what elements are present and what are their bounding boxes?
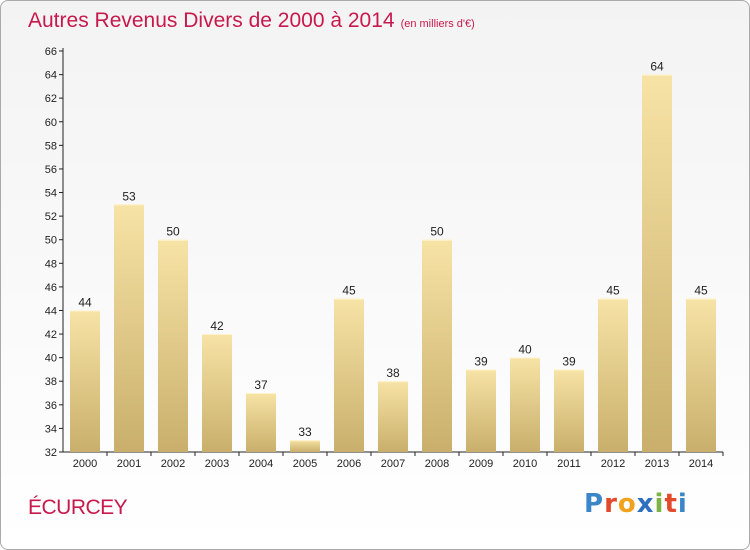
data-label: 33 bbox=[298, 425, 312, 439]
y-tick-label: 44 bbox=[45, 305, 57, 317]
x-tick-label: 2008 bbox=[425, 458, 449, 470]
logo-letter: r bbox=[604, 489, 618, 519]
bar bbox=[466, 369, 496, 452]
x-tick-label: 2003 bbox=[205, 458, 229, 470]
bar bbox=[202, 334, 232, 452]
x-tick-label: 2004 bbox=[249, 458, 273, 470]
y-tick-label: 38 bbox=[45, 376, 57, 388]
y-tick-label: 66 bbox=[45, 46, 57, 58]
bar bbox=[290, 440, 320, 452]
x-tick-label: 2011 bbox=[557, 458, 581, 470]
chart-title: Autres Revenus Divers de 2000 à 2014 (en … bbox=[28, 9, 475, 33]
data-label: 38 bbox=[386, 366, 400, 380]
data-label: 42 bbox=[210, 319, 224, 333]
logo-letter: o bbox=[617, 489, 637, 519]
data-label: 45 bbox=[606, 284, 620, 298]
data-label: 37 bbox=[254, 378, 268, 392]
y-tick-label: 40 bbox=[45, 353, 57, 365]
y-tick-label: 32 bbox=[45, 447, 57, 459]
data-label: 45 bbox=[342, 284, 356, 298]
data-label: 39 bbox=[562, 354, 576, 368]
logo-letter: t bbox=[664, 489, 678, 519]
bar bbox=[686, 298, 716, 452]
x-tick-label: 2001 bbox=[117, 458, 141, 470]
data-label: 44 bbox=[78, 295, 92, 309]
data-label: 39 bbox=[474, 354, 488, 368]
x-tick-label: 2013 bbox=[645, 458, 669, 470]
bar bbox=[114, 204, 144, 452]
bar bbox=[554, 369, 584, 452]
x-tick-label: 2000 bbox=[73, 458, 97, 470]
data-label: 50 bbox=[430, 225, 444, 239]
data-label: 40 bbox=[518, 343, 532, 357]
x-tick-label: 2006 bbox=[337, 458, 361, 470]
data-label: 53 bbox=[122, 189, 136, 203]
y-tick-label: 60 bbox=[45, 117, 57, 129]
y-tick-label: 58 bbox=[45, 140, 57, 152]
x-tick-label: 2010 bbox=[513, 458, 537, 470]
y-tick-label: 52 bbox=[45, 211, 57, 223]
y-tick-label: 46 bbox=[45, 282, 57, 294]
y-tick-label: 50 bbox=[45, 235, 57, 247]
y-tick-label: 54 bbox=[45, 188, 57, 200]
bar bbox=[246, 393, 276, 452]
x-tick-label: 2014 bbox=[689, 458, 713, 470]
x-tick-label: 2005 bbox=[293, 458, 317, 470]
y-tick-label: 62 bbox=[45, 93, 57, 105]
data-label: 64 bbox=[650, 60, 664, 74]
bar bbox=[510, 357, 540, 452]
bar bbox=[422, 239, 452, 452]
bar bbox=[598, 298, 628, 452]
x-tick-label: 2002 bbox=[161, 458, 185, 470]
bar bbox=[334, 298, 364, 452]
logo-letter: x bbox=[636, 489, 655, 519]
bar bbox=[378, 381, 408, 452]
data-label: 45 bbox=[694, 284, 708, 298]
logo-letter: i bbox=[677, 489, 688, 519]
logo-letter: P bbox=[584, 489, 605, 519]
y-tick-label: 56 bbox=[45, 164, 57, 176]
y-tick-label: 36 bbox=[45, 400, 57, 412]
place-name: ÉCURCEY bbox=[28, 496, 128, 519]
chart-subtitle: (en milliers d'€) bbox=[400, 18, 475, 30]
bar bbox=[642, 74, 672, 453]
y-tick-label: 48 bbox=[45, 258, 57, 270]
x-tick-label: 2007 bbox=[381, 458, 405, 470]
y-tick-label: 42 bbox=[45, 329, 57, 341]
x-tick-label: 2012 bbox=[601, 458, 625, 470]
proxiti-logo: Proxiti bbox=[584, 489, 688, 519]
y-tick-label: 34 bbox=[45, 423, 57, 435]
bar bbox=[158, 239, 188, 452]
data-label: 50 bbox=[166, 225, 180, 239]
logo-letter: i bbox=[654, 489, 665, 519]
chart-title-main: Autres Revenus Divers de 2000 à 2014 bbox=[28, 9, 395, 32]
x-tick-label: 2009 bbox=[469, 458, 493, 470]
bar bbox=[70, 310, 100, 452]
y-tick-label: 64 bbox=[45, 70, 57, 82]
